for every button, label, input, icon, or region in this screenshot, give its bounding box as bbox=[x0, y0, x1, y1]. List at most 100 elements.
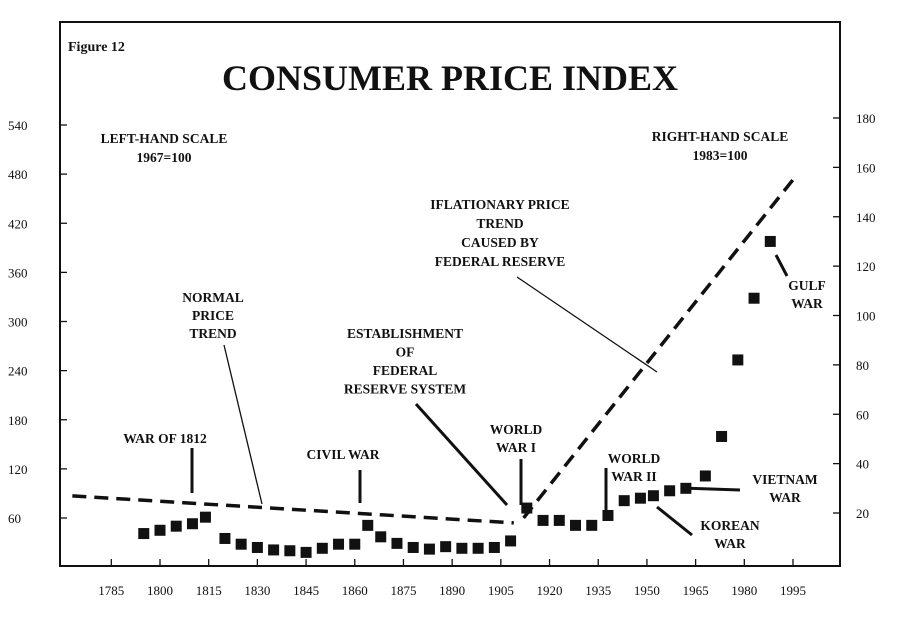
cpi-point bbox=[186, 518, 198, 530]
cpi-point bbox=[316, 542, 328, 554]
left-scale-note: LEFT-HAND SCALE 1967=100 bbox=[101, 131, 228, 165]
federal-reserve-establishment-label-line: RESERVE SYSTEM bbox=[344, 382, 466, 397]
right-tick-label: 60 bbox=[856, 407, 869, 422]
cpi-point bbox=[488, 541, 500, 553]
normal-price-trend-label-line: NORMAL bbox=[182, 290, 244, 305]
left-tick-label: 360 bbox=[8, 265, 28, 280]
x-tick-label: 1920 bbox=[537, 583, 563, 598]
cpi-point bbox=[680, 482, 692, 494]
gulf-war-pointer bbox=[774, 254, 789, 277]
cpi-point bbox=[154, 524, 166, 536]
cpi-point bbox=[664, 485, 676, 497]
korean-war-label: KOREAN WAR bbox=[700, 518, 760, 551]
cpi-point bbox=[748, 292, 760, 304]
inflationary-trend-label-line: IFLATIONARY PRICE bbox=[430, 197, 569, 212]
data-points bbox=[138, 235, 776, 558]
cpi-point bbox=[570, 519, 582, 531]
cpi-point bbox=[732, 354, 744, 366]
left-tick-label: 540 bbox=[8, 118, 28, 133]
right-tick-label: 160 bbox=[856, 160, 876, 175]
world-war-ii-label: WORLD WAR II bbox=[608, 451, 661, 484]
federal-reserve-establishment-label-line: OF bbox=[396, 345, 415, 360]
annotation-lines bbox=[190, 254, 789, 537]
cpi-point bbox=[199, 511, 211, 523]
cpi-point bbox=[375, 531, 387, 543]
cpi-point bbox=[456, 542, 468, 554]
cpi-point bbox=[634, 492, 646, 504]
right-tick-label: 100 bbox=[856, 309, 876, 324]
cpi-point bbox=[505, 535, 517, 547]
scale-notes: LEFT-HAND SCALE 1967=100 RIGHT-HAND SCALE 1… bbox=[101, 129, 789, 165]
x-tick-label: 1995 bbox=[780, 583, 806, 598]
cpi-point bbox=[553, 514, 565, 526]
left-scale-note-line: LEFT-HAND SCALE bbox=[101, 131, 228, 146]
cpi-point bbox=[284, 545, 296, 557]
federal-reserve-establishment-label-line: ESTABLISHMENT bbox=[347, 326, 463, 341]
cpi-point bbox=[391, 537, 403, 549]
gulf-war-label: GULF WAR bbox=[788, 278, 826, 311]
inflationary-trend-label-line: TREND bbox=[476, 216, 524, 231]
left-tick-label: 420 bbox=[8, 216, 28, 231]
x-tick-label: 1875 bbox=[390, 583, 416, 598]
federal-reserve-establishment-label: ESTABLISHMENT OF FEDERAL RESERVE SYSTEM bbox=[344, 326, 466, 397]
civil-war-label: CIVIL WAR bbox=[307, 447, 380, 462]
cpi-point bbox=[764, 235, 776, 247]
cpi-point bbox=[300, 546, 312, 558]
cpi-point bbox=[602, 509, 614, 521]
x-tick-label: 1905 bbox=[488, 583, 514, 598]
right-tick-label: 140 bbox=[856, 210, 876, 225]
cpi-point bbox=[349, 538, 361, 550]
x-tick-label: 1815 bbox=[196, 583, 222, 598]
plot-frame bbox=[59, 21, 841, 567]
right-tick-label: 40 bbox=[856, 457, 869, 472]
x-tick-label: 1890 bbox=[439, 583, 465, 598]
trend-line bbox=[522, 178, 795, 520]
chart-title: CONSUMER PRICE INDEX bbox=[222, 58, 678, 98]
vietnam-war-label-line: VIETNAM bbox=[752, 472, 818, 487]
gulf-war-label-line: GULF bbox=[788, 278, 826, 293]
left-tick-label: 180 bbox=[8, 413, 28, 428]
world-war-ii-label-line: WORLD bbox=[608, 451, 661, 466]
normal-price-trend-pointer bbox=[223, 344, 263, 505]
x-tick-label: 1965 bbox=[683, 583, 709, 598]
cpi-point bbox=[362, 519, 374, 531]
korean-war-label-line: WAR bbox=[714, 536, 746, 551]
right-axis: 20 40 60 80 100 120 140 160 180 bbox=[833, 111, 876, 521]
cpi-point bbox=[138, 528, 150, 540]
cpi-point bbox=[219, 532, 231, 544]
korean-war-pointer bbox=[656, 505, 693, 537]
federal-reserve-establishment-label-line: FEDERAL bbox=[373, 363, 438, 378]
vietnam-war-label: VIETNAM WAR bbox=[752, 472, 818, 505]
right-scale-note: RIGHT-HAND SCALE 1983=100 bbox=[652, 129, 788, 163]
annotation-labels: WAR OF 1812 NORMAL PRICE TREND CIVIL WAR ESTA… bbox=[123, 197, 826, 551]
right-scale-note-line: 1983=100 bbox=[693, 148, 748, 163]
x-tick-label: 1845 bbox=[293, 583, 319, 598]
cpi-point bbox=[407, 541, 419, 553]
x-tick-label: 1830 bbox=[244, 583, 270, 598]
cpi-point bbox=[268, 544, 280, 556]
right-scale-note-line: RIGHT-HAND SCALE bbox=[652, 129, 788, 144]
korean-war-label-line: KOREAN bbox=[700, 518, 760, 533]
inflationary-trend-label: IFLATIONARY PRICE TREND CAUSED BY FEDERAL R… bbox=[430, 197, 569, 269]
cpi-point bbox=[647, 490, 659, 502]
normal-price-trend-label: NORMAL PRICE TREND bbox=[182, 290, 244, 341]
figure-label: Figure 12 bbox=[68, 40, 125, 55]
cpi-point bbox=[333, 538, 345, 550]
cpi-point bbox=[440, 541, 452, 553]
world-war-i-label: WORLD WAR I bbox=[490, 422, 543, 455]
normal-price-trend-label-line: PRICE bbox=[192, 308, 234, 323]
inflationary-trend-label-line: FEDERAL RESERVE bbox=[435, 254, 565, 269]
cpi-point bbox=[170, 520, 182, 532]
inflationary-trend-label-line: CAUSED BY bbox=[461, 235, 539, 250]
left-tick-label: 240 bbox=[8, 364, 28, 379]
cpi-point bbox=[716, 430, 728, 442]
federal-reserve-establishment-pointer bbox=[414, 402, 509, 507]
left-tick-label: 480 bbox=[8, 167, 28, 182]
cpi-point bbox=[423, 543, 435, 555]
inflationary-trend-pointer bbox=[516, 276, 658, 373]
x-tick-label: 1860 bbox=[342, 583, 368, 598]
cpi-point bbox=[699, 470, 711, 482]
cpi-point bbox=[521, 502, 533, 514]
left-scale-note-line: 1967=100 bbox=[137, 150, 192, 165]
